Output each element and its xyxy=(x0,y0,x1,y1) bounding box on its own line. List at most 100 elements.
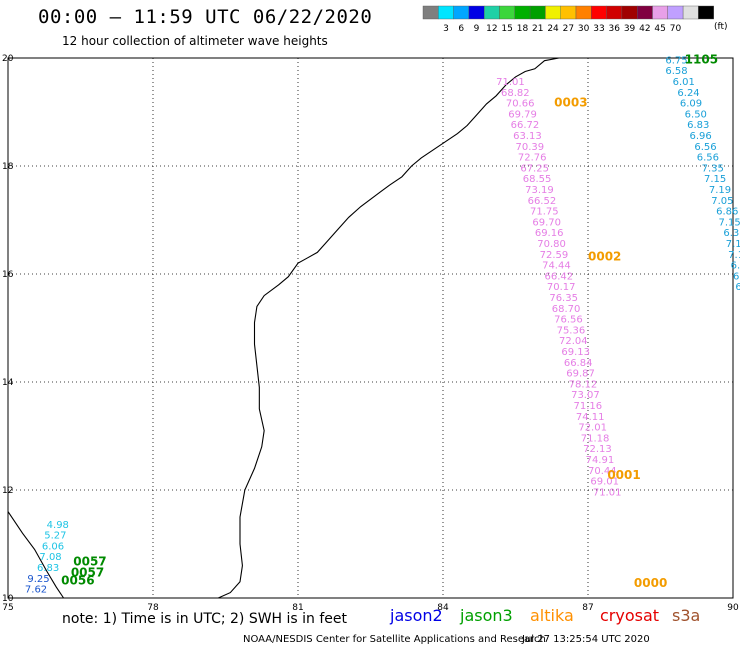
satellite-jason3: jason3 xyxy=(460,606,513,625)
pink-track-value: 69.01 xyxy=(590,477,619,488)
blue-track-west-value: 7.62 xyxy=(25,585,47,596)
colorbar-label: 33 xyxy=(593,24,604,34)
pink-track-value: 71.16 xyxy=(574,401,603,412)
pink-track-value: 66.52 xyxy=(528,196,557,207)
colorbar-swatch xyxy=(575,5,592,20)
colorbar-label: 70 xyxy=(670,24,682,34)
pink-track-value: 73.19 xyxy=(525,185,554,196)
cyan-track-west-value: 6.83 xyxy=(37,563,59,574)
colorbar-legend: 3 6 9 12 15 18 21 24 27 30 33 36 39 42 45 70 xyxy=(422,5,714,34)
cyan-track-east-value: 7.1 xyxy=(728,250,740,261)
pass-time-label: 0003 xyxy=(554,96,587,110)
colorbar-swatch xyxy=(667,5,684,20)
colorbar-swatch xyxy=(698,5,714,20)
cyan-track-east-value: 6.50 xyxy=(685,109,707,120)
cyan-track-west-value: 7.08 xyxy=(39,552,61,563)
pink-track-value: 72.76 xyxy=(518,153,547,164)
colorbar-swatch xyxy=(621,5,638,20)
colorbar-label: 6 xyxy=(458,24,464,34)
cyan-track-west-value: 5.27 xyxy=(44,531,66,542)
longitude-label: 78 xyxy=(147,603,159,613)
blue-track-west-value: 9.25 xyxy=(27,574,49,585)
colorbar-label: 9 xyxy=(474,24,480,34)
pass-time-label: 0056 xyxy=(61,574,94,588)
pink-track-value: 68.82 xyxy=(501,88,530,99)
colorbar-swatch xyxy=(606,5,623,20)
pink-track-value: 67.25 xyxy=(520,163,549,174)
colorbar-label: 15 xyxy=(501,24,512,34)
pink-track-value: 70.39 xyxy=(516,142,545,153)
pink-track-value: 70.17 xyxy=(547,282,576,293)
cyan-track-east-value: 6.7 xyxy=(731,261,740,272)
colorbar-label: 39 xyxy=(624,24,636,34)
pink-track-value: 76.56 xyxy=(554,315,583,326)
west-coast-line xyxy=(7,511,65,599)
pink-track-value: 69.16 xyxy=(535,228,564,239)
colorbar-swatch xyxy=(422,5,439,20)
pink-track-value: 66.72 xyxy=(511,120,540,131)
latitude-label: 10 xyxy=(2,594,14,604)
colorbar-label: 27 xyxy=(563,24,574,34)
pink-track-value: 68.55 xyxy=(523,174,552,185)
pink-track-value: 68.70 xyxy=(552,304,581,315)
cyan-track-east-value: 6.09 xyxy=(680,99,702,110)
axis-tick-labels: 75 78 81 84 87 90 20 18 16 14 12 10 xyxy=(2,54,739,613)
cyan-track-east-value: 6.01 xyxy=(673,77,695,88)
colorbar-label: 45 xyxy=(654,24,665,34)
footnote: note: 1) Time is in UTC; 2) SWH is in fe… xyxy=(62,611,348,627)
colorbar-swatch xyxy=(468,5,485,20)
cyan-track-east-value: 6 xyxy=(735,282,740,293)
pink-track-value: 66.42 xyxy=(545,271,574,282)
colorbar-label: 12 xyxy=(486,24,497,34)
colorbar-swatch xyxy=(545,5,561,20)
pink-track-value: 71.01 xyxy=(593,487,622,498)
map-title: 00:00 – 11:59 UTC 06/22/2020 xyxy=(38,6,373,28)
colorbar-label: 36 xyxy=(609,24,621,34)
longitude-label: 75 xyxy=(2,603,13,613)
colorbar-swatch xyxy=(453,5,470,20)
pink-track-value: 66.84 xyxy=(564,358,593,369)
pink-track-value: 69.87 xyxy=(566,369,595,380)
pink-track-value: 70.66 xyxy=(506,99,535,110)
colorbar-label: 18 xyxy=(517,24,529,34)
pink-track-value: 69.79 xyxy=(508,109,537,120)
footer-timestamp: Jul 27 13:25:54 UTC 2020 xyxy=(522,634,650,645)
longitude-label: 87 xyxy=(582,603,593,613)
cyan-track-east-value: 7.15 xyxy=(704,174,726,185)
pink-track-value: 74.11 xyxy=(576,412,605,423)
pink-track-value: 70.80 xyxy=(537,239,566,250)
pink-track-value: 69.13 xyxy=(561,347,590,358)
cyan-track-east-value: 6.56 xyxy=(697,153,719,164)
cyan-track-east-value: 6.86 xyxy=(716,207,738,218)
pass-time-label: 0001 xyxy=(607,468,640,482)
pink-track-value: 78.12 xyxy=(569,379,598,390)
colorbar-swatch xyxy=(591,5,607,20)
cyan-track-east-value: 7.35 xyxy=(702,163,724,174)
map-subtitle: 12 hour collection of altimeter wave hei… xyxy=(62,34,328,48)
footer-credit: NOAA/NESDIS Center for Satellite Applica… xyxy=(243,634,546,645)
pass-time-label: 1105 xyxy=(685,52,718,66)
colorbar-swatch xyxy=(499,5,516,20)
cyan-track-east-value: 6.75 xyxy=(665,55,687,66)
cyan-track-west-value: 4.98 xyxy=(47,520,69,531)
pink-track-value: 70.44 xyxy=(588,466,617,477)
pink-track-value: 71.01 xyxy=(496,77,525,88)
longitude-label: 90 xyxy=(727,603,739,613)
colorbar-swatch xyxy=(438,5,454,20)
colorbar-label: 3 xyxy=(443,24,449,34)
colorbar-unit: (ft) xyxy=(714,22,728,32)
latitude-label: 16 xyxy=(2,270,14,280)
satellite-altika: altika xyxy=(530,606,574,625)
latitude-label: 12 xyxy=(2,486,13,496)
colorbar-swatch xyxy=(637,5,653,20)
pink-track-value: 72.59 xyxy=(540,250,569,261)
pink-track-value: 75.36 xyxy=(557,325,586,336)
colorbar-label: 24 xyxy=(547,24,559,34)
colorbar-swatch xyxy=(484,5,500,20)
lat-lon-grid xyxy=(7,57,734,599)
colorbar-label: 42 xyxy=(639,24,650,34)
cyan-track-east-value: 7.19 xyxy=(709,185,731,196)
cyan-track-east-value: 7.15 xyxy=(726,239,740,250)
